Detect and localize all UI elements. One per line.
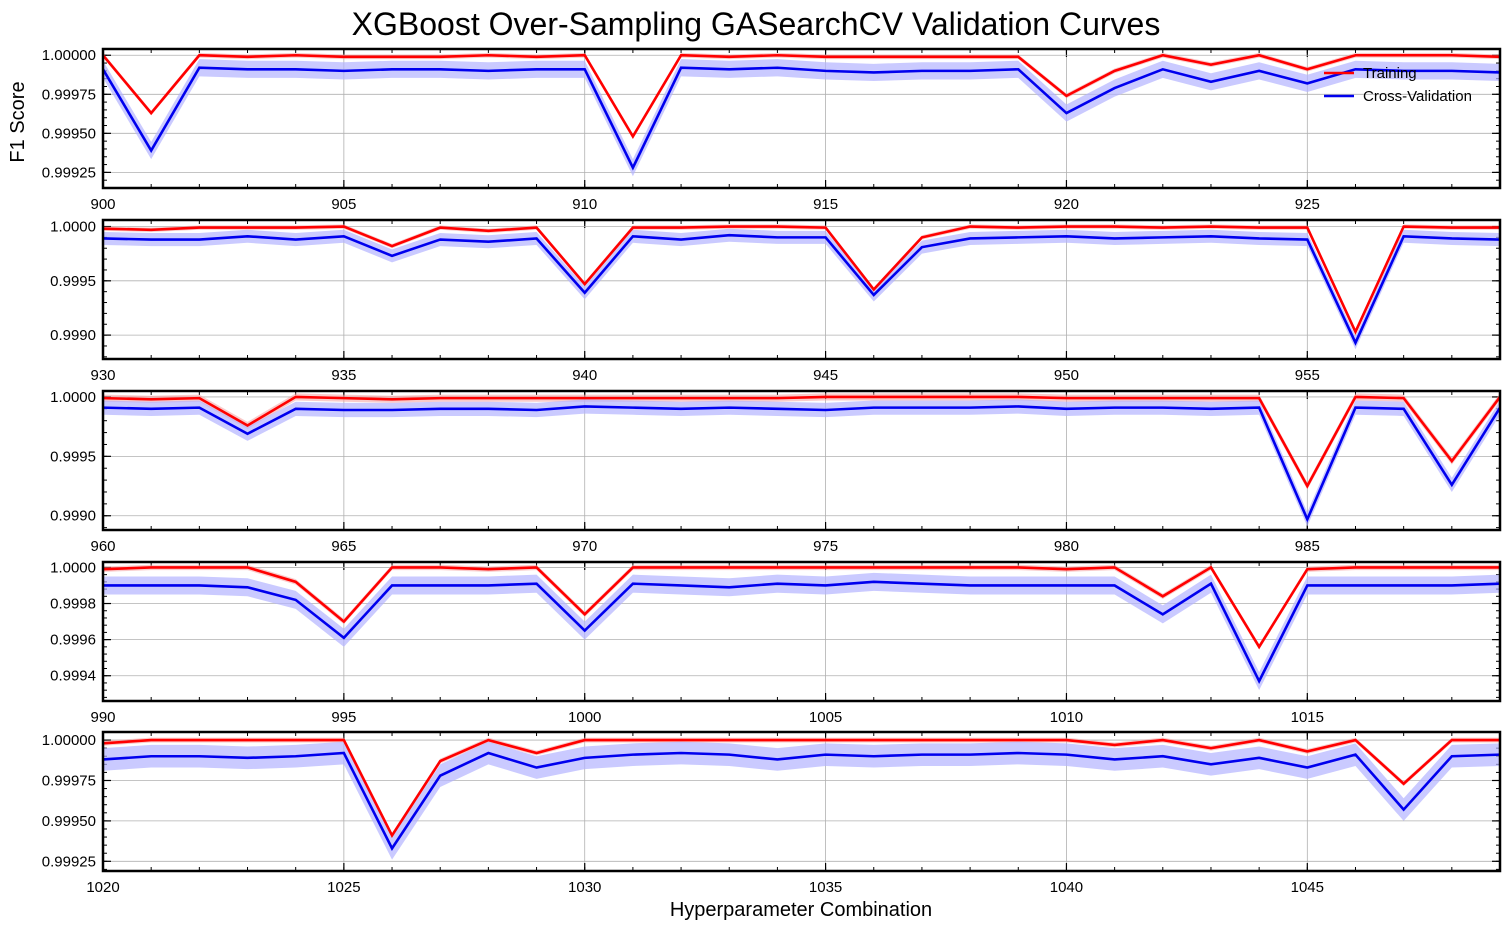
x-axis-label: Hyperparameter Combination [670, 899, 932, 921]
y-tick-label: 0.9994 [50, 668, 96, 685]
x-tick-label: 985 [1295, 538, 1320, 555]
y-tick-label: 0.9995 [50, 273, 96, 290]
y-tick-label: 0.9998 [50, 596, 96, 613]
axes-frame [101, 47, 1502, 190]
training-line [103, 565, 1500, 650]
legend-cross-validation-label: Cross-Validation [1363, 88, 1472, 105]
y-tick-label: 0.9995 [50, 448, 96, 465]
cv-std-band [103, 228, 1500, 350]
y-tick-label: 0.9990 [50, 508, 96, 525]
plot-area [103, 224, 1500, 350]
y-tick-label: 1.0000 [50, 219, 96, 236]
y-tick-label: 0.99950 [42, 813, 96, 830]
x-tick-label: 950 [1054, 367, 1079, 384]
subplot-1: 900 905 910 915 920 925 0.99925 0.99950 0.99975 1… [42, 47, 1502, 213]
x-tick-label: 945 [813, 367, 838, 384]
legend-training-label: Training [1363, 65, 1417, 82]
y-tick-label: 0.9996 [50, 632, 96, 649]
y-tick-label: 0.99975 [42, 772, 96, 789]
x-tick-label: 1030 [568, 879, 601, 896]
y-tick-label: 1.0000 [50, 559, 96, 576]
cv-std-band [103, 572, 1500, 691]
x-tick-label: 1000 [568, 709, 601, 726]
x-tick-label: 955 [1295, 367, 1320, 384]
x-tick-label: 1005 [809, 709, 842, 726]
x-tick-label: 940 [572, 367, 597, 384]
x-tick-label: 965 [331, 538, 356, 555]
subplot-3: 960 965 970 975 980 985 0.9990 0.9995 1.0000 [50, 389, 1502, 555]
x-tick-label: 1040 [1050, 879, 1083, 896]
subplot-4: 990 995 1000 1005 1010 1015 0.9994 0.9996 0.9998… [50, 559, 1502, 726]
training-line [103, 225, 1500, 335]
cross-validation-line [103, 580, 1500, 685]
x-tick-label: 925 [1295, 196, 1320, 213]
cross-validation-line [103, 233, 1500, 346]
y-tick-label: 0.99925 [42, 164, 96, 181]
subplot-5: 1020 1025 1030 1035 1040 1045 0.99925 0.99950 0.… [42, 730, 1502, 896]
y-tick-label: 1.0000 [50, 389, 96, 406]
cv-std-band [103, 399, 1500, 527]
x-tick-label: 935 [331, 367, 356, 384]
x-tick-label: 1010 [1050, 709, 1083, 726]
x-tick-label: 990 [90, 709, 115, 726]
x-tick-label: 910 [572, 196, 597, 213]
subplot-panels: 900 905 910 915 920 9250.999250.999500.999751… [42, 47, 1502, 896]
x-tick-label: 960 [90, 538, 115, 555]
subplot-2: 930 935 940 945 950 955 0.9990 0.9995 1.0000 [50, 218, 1502, 384]
axes-frame [101, 560, 1502, 703]
x-tick-label: 995 [331, 709, 356, 726]
x-tick-label: 1045 [1291, 879, 1324, 896]
cross-validation-line [103, 751, 1500, 851]
x-tick-label: 900 [90, 196, 115, 213]
x-tick-label: 920 [1054, 196, 1079, 213]
x-tick-label: 915 [813, 196, 838, 213]
plot-area [103, 564, 1500, 691]
axes-frame [101, 730, 1502, 873]
x-tick-label: 1015 [1291, 709, 1324, 726]
x-tick-label: 975 [813, 538, 838, 555]
x-tick-label: 970 [572, 538, 597, 555]
training-line [103, 395, 1500, 489]
y-tick-label: 0.99975 [42, 86, 96, 103]
cv-std-band [103, 741, 1500, 860]
plot-area [103, 52, 1500, 177]
plot-area [103, 737, 1500, 860]
y-tick-label: 0.99925 [42, 853, 96, 870]
training-line [103, 738, 1500, 839]
x-tick-label: 980 [1054, 538, 1079, 555]
legend: Training Cross-Validation [1324, 65, 1472, 105]
plot-area [103, 393, 1500, 527]
x-tick-label: 930 [90, 367, 115, 384]
y-tick-label: 1.00000 [42, 47, 96, 64]
figure-title: XGBoost Over-Sampling GASearchCV Validat… [352, 6, 1161, 42]
axes-frame [101, 218, 1502, 361]
training-line [103, 53, 1500, 140]
x-tick-label: 1035 [809, 879, 842, 896]
cross-validation-line [103, 66, 1500, 171]
cv-std-band [103, 59, 1500, 177]
y-tick-label: 0.99950 [42, 125, 96, 142]
cross-validation-line [103, 405, 1500, 523]
x-tick-label: 1020 [86, 879, 119, 896]
axes-frame [101, 389, 1502, 532]
y-tick-label: 0.9990 [50, 327, 96, 344]
x-tick-label: 905 [331, 196, 356, 213]
y-tick-label: 1.00000 [42, 732, 96, 749]
x-tick-label: 1025 [327, 879, 360, 896]
y-axis-label: F1 Score [7, 81, 29, 162]
